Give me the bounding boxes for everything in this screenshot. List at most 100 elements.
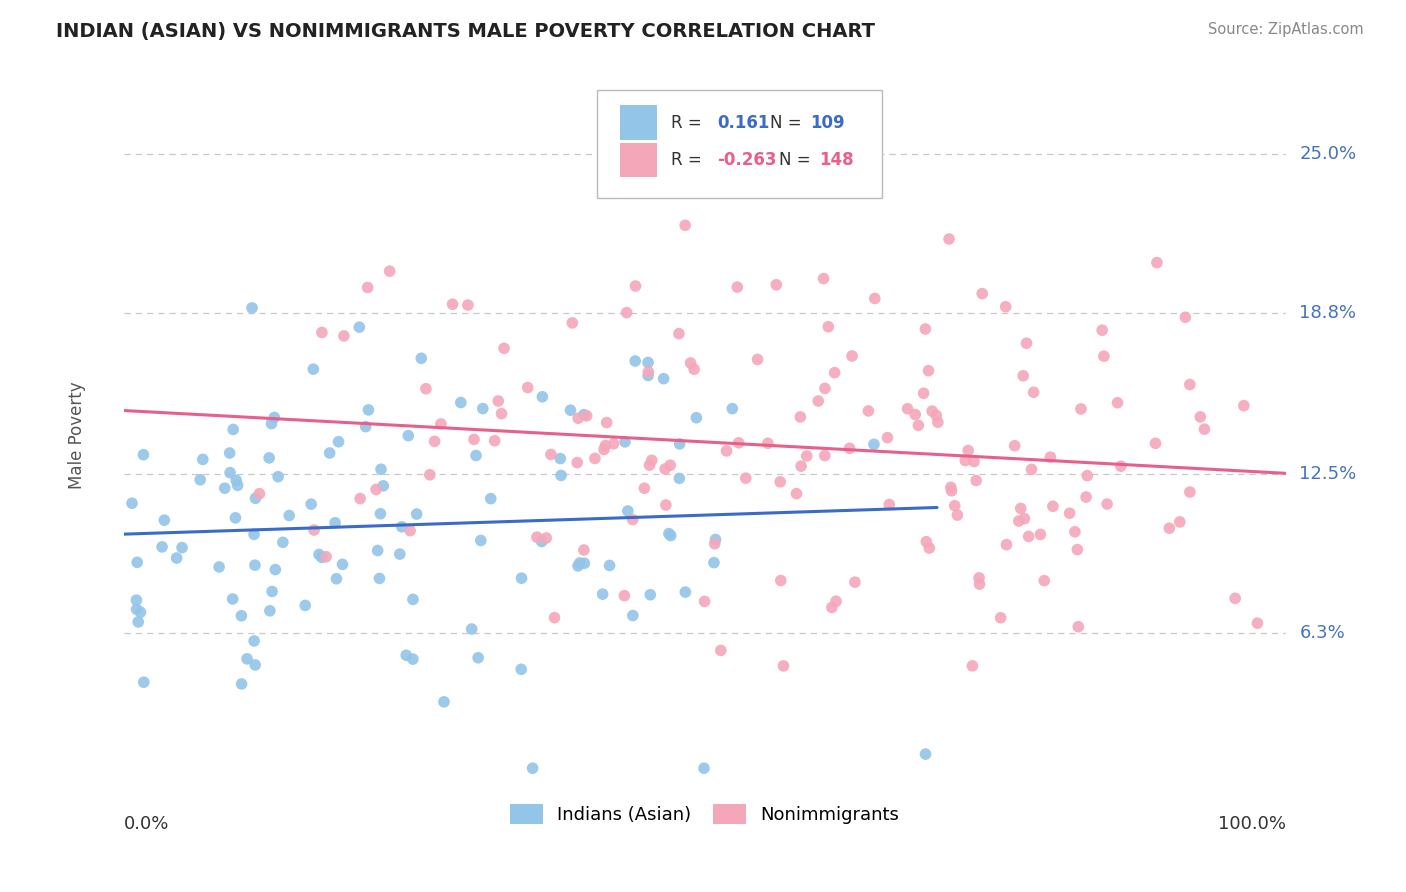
Point — [939, 480, 962, 494]
Point — [460, 622, 482, 636]
Point — [1059, 506, 1081, 520]
Point — [769, 475, 792, 489]
Point — [994, 300, 1017, 314]
Point — [616, 305, 638, 319]
Point — [914, 322, 936, 336]
Point — [405, 507, 427, 521]
Point — [897, 401, 920, 416]
Point — [430, 417, 453, 431]
Point — [257, 450, 280, 465]
Text: 25.0%: 25.0% — [1299, 145, 1357, 163]
Point — [1012, 368, 1035, 383]
Point — [858, 404, 880, 418]
Point — [191, 452, 214, 467]
Point — [602, 437, 624, 451]
Point — [218, 446, 240, 460]
Point — [967, 571, 990, 585]
Point — [368, 571, 391, 585]
Point — [814, 381, 837, 395]
Text: R =: R = — [671, 113, 707, 132]
Point — [765, 277, 787, 292]
Point — [814, 449, 837, 463]
Point — [299, 497, 322, 511]
Point — [510, 662, 533, 676]
Point — [673, 219, 696, 233]
Point — [396, 428, 419, 442]
Point — [917, 364, 939, 378]
Point — [637, 355, 659, 369]
Point — [259, 604, 281, 618]
Point — [821, 600, 844, 615]
Point — [1233, 399, 1256, 413]
Point — [540, 447, 562, 461]
Point — [1092, 349, 1115, 363]
Point — [921, 404, 943, 418]
Point — [593, 442, 616, 457]
Text: N =: N = — [779, 151, 815, 169]
Point — [364, 483, 387, 497]
Point — [1039, 450, 1062, 465]
Point — [1178, 377, 1201, 392]
Point — [668, 471, 690, 485]
Point — [423, 434, 446, 449]
Point — [1076, 468, 1098, 483]
Point — [641, 453, 664, 467]
Point — [568, 556, 591, 570]
Point — [1246, 616, 1268, 631]
Point — [613, 589, 636, 603]
Point — [357, 403, 380, 417]
Point — [318, 446, 340, 460]
Text: 100.0%: 100.0% — [1218, 815, 1285, 833]
Point — [789, 409, 811, 424]
Point — [747, 352, 769, 367]
Point — [225, 474, 247, 488]
Point — [1066, 542, 1088, 557]
Point — [224, 511, 246, 525]
Point — [531, 390, 554, 404]
Point — [592, 587, 614, 601]
Point — [332, 558, 354, 572]
Point — [912, 386, 935, 401]
Point — [245, 491, 267, 506]
Point — [904, 408, 927, 422]
Point — [637, 368, 659, 383]
Point — [679, 356, 702, 370]
Point — [621, 512, 644, 526]
Point — [614, 434, 637, 449]
Point — [450, 395, 472, 409]
Point — [373, 479, 395, 493]
Point — [188, 473, 211, 487]
Point — [166, 551, 188, 566]
Point — [710, 643, 733, 657]
Point — [294, 599, 316, 613]
Point — [1022, 385, 1045, 400]
Point — [1074, 490, 1097, 504]
Point — [658, 526, 681, 541]
Point — [479, 491, 502, 506]
Text: 12.5%: 12.5% — [1299, 465, 1357, 483]
Point — [484, 434, 506, 448]
Point — [876, 431, 898, 445]
Point — [772, 658, 794, 673]
Point — [1018, 529, 1040, 543]
Point — [927, 415, 949, 429]
Point — [1107, 395, 1129, 409]
Point — [243, 527, 266, 541]
Point — [817, 319, 839, 334]
Point — [624, 279, 647, 293]
Point — [785, 486, 807, 500]
Point — [221, 592, 243, 607]
Point — [825, 594, 848, 608]
Point — [127, 615, 149, 629]
Point — [652, 372, 675, 386]
Point — [943, 499, 966, 513]
Point — [716, 444, 738, 458]
Point — [264, 563, 287, 577]
Point — [925, 409, 948, 423]
Point — [354, 419, 377, 434]
Point — [1008, 514, 1031, 528]
Point — [333, 329, 356, 343]
Point — [492, 342, 515, 356]
Legend: Indians (Asian), Nonimmigrants: Indians (Asian), Nonimmigrants — [503, 797, 907, 831]
Point — [693, 761, 716, 775]
